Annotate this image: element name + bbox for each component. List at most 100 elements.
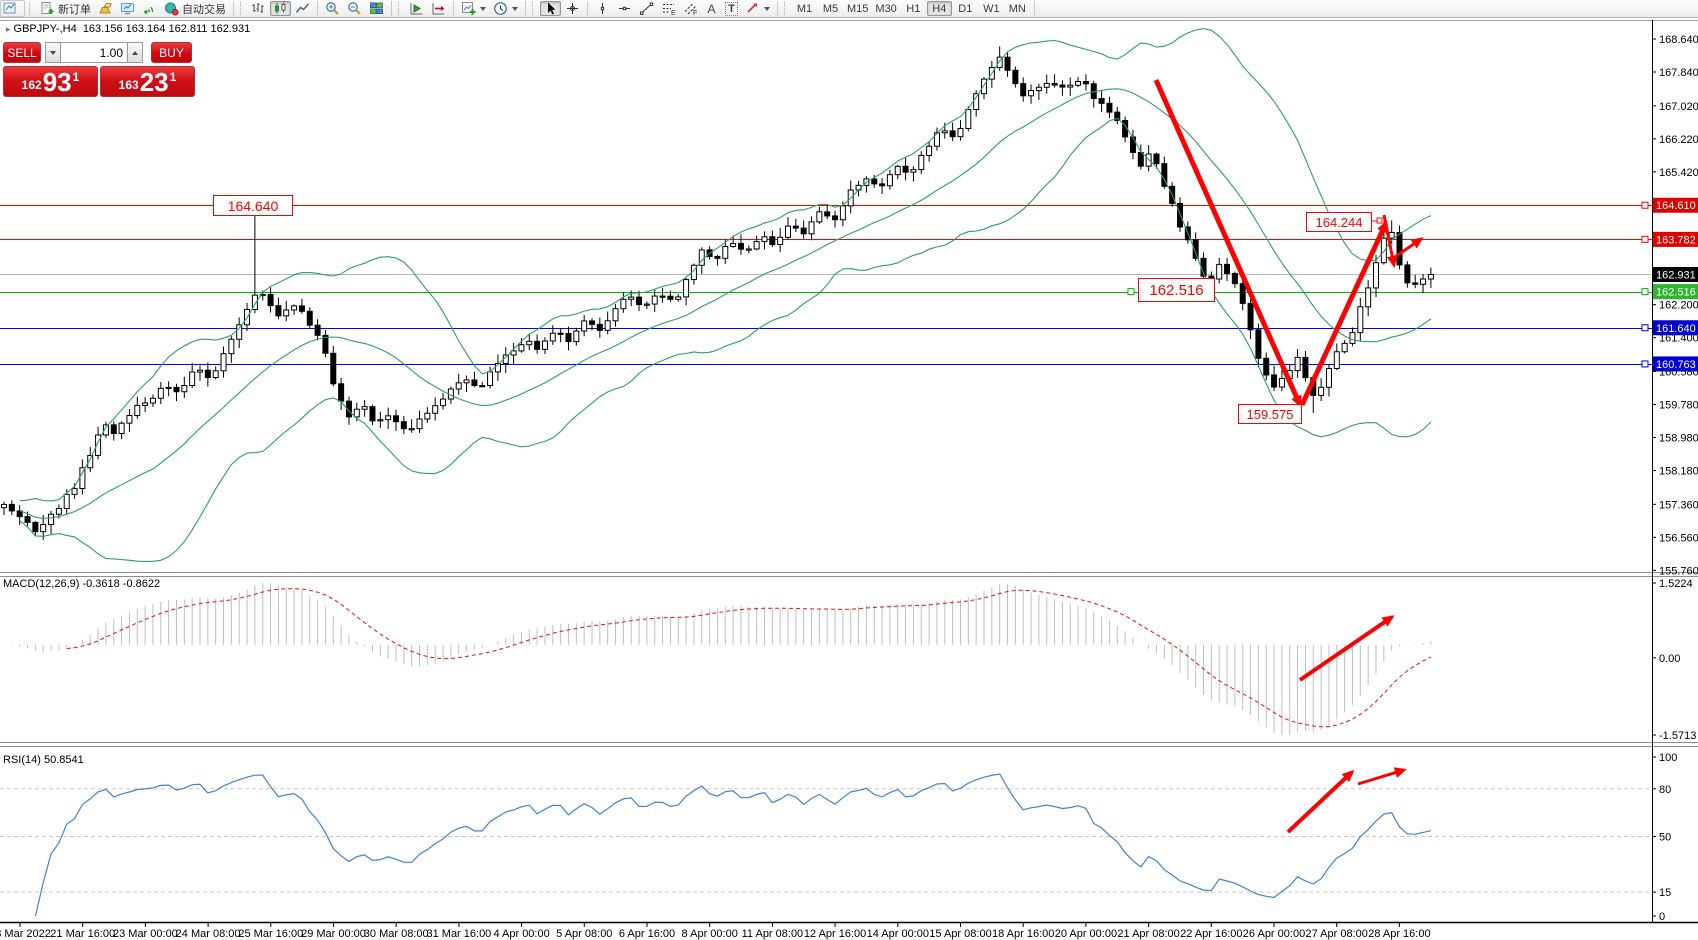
svg-text:160.763: 160.763 xyxy=(1656,359,1696,371)
price-callout-164640[interactable]: 164.640 xyxy=(213,195,293,216)
timeframe-M15[interactable]: M15 xyxy=(844,1,871,16)
trend-arrow xyxy=(1382,214,1398,268)
trendline-icon xyxy=(640,2,654,15)
period-clock-button[interactable] xyxy=(490,1,521,16)
price-callout-159575[interactable]: 159.575 xyxy=(1238,404,1302,424)
rsi-axis[interactable]: 100 80 50 15 0 xyxy=(1652,752,1677,923)
chart-shift-button[interactable] xyxy=(428,1,449,16)
macd-axis[interactable]: 1.5224 0.00 -1.5713 xyxy=(1652,578,1696,742)
zoom-out-icon xyxy=(348,2,361,15)
svg-text:23 Mar 00:00: 23 Mar 00:00 xyxy=(113,928,178,940)
dropdown-caret-icon xyxy=(764,6,770,11)
svg-text:100: 100 xyxy=(1659,752,1677,764)
zoom-in-button[interactable] xyxy=(322,1,343,16)
add-indicator-button[interactable] xyxy=(458,1,489,16)
dropdown-caret-icon xyxy=(512,6,518,11)
timeframe-MN[interactable]: MN xyxy=(1005,1,1030,16)
svg-text:31 Mar 16:00: 31 Mar 16:00 xyxy=(426,928,491,940)
signals-button[interactable] xyxy=(139,1,160,16)
zoom-out-button[interactable] xyxy=(344,1,365,16)
increase-arrow-icon xyxy=(132,50,138,55)
price-callout-162516[interactable]: 162.516 xyxy=(1138,278,1215,302)
macd-panel xyxy=(11,583,1432,735)
volume-stepper xyxy=(45,42,147,63)
svg-text:50: 50 xyxy=(1659,832,1671,844)
toolbar-separator xyxy=(233,1,234,16)
volume-input[interactable] xyxy=(61,42,127,63)
fibonacci-tool-button[interactable]: E xyxy=(658,1,679,16)
toolbar-separator xyxy=(317,1,318,16)
chart-area[interactable]: 168.640 167.840 167.020 166.220 165.420 162.2… xyxy=(0,18,1698,940)
buy-button[interactable]: BUY xyxy=(151,42,192,63)
market-watch-button[interactable] xyxy=(117,1,138,16)
svg-text:168.640: 168.640 xyxy=(1659,34,1698,46)
auto-scroll-button[interactable] xyxy=(406,1,427,16)
channel-tool-button[interactable]: F xyxy=(680,1,701,16)
text-tool-button[interactable]: A xyxy=(702,1,721,16)
gold-symbol-button[interactable] xyxy=(95,1,116,16)
timeframe-M1[interactable]: M1 xyxy=(792,1,817,16)
trend-arrows[interactable] xyxy=(1153,78,1424,834)
crosshair-tool-button[interactable] xyxy=(562,1,583,16)
chart-canvas[interactable]: 168.640 167.840 167.020 166.220 165.420 162.2… xyxy=(0,18,1698,940)
svg-text:158.180: 158.180 xyxy=(1659,465,1698,477)
candlestick-icon xyxy=(275,2,286,14)
svg-text:21 Apr 08:00: 21 Apr 08:00 xyxy=(1117,928,1179,940)
volume-increase-button[interactable] xyxy=(127,42,143,63)
sell-price-display[interactable]: 162 93 1 xyxy=(3,66,98,97)
sell-button[interactable]: SELL xyxy=(3,42,41,63)
price-axis[interactable]: 168.640 167.840 167.020 166.220 165.420 162.2… xyxy=(1127,20,1698,922)
horizontal-line-tool-button[interactable] xyxy=(614,1,635,16)
svg-text:15: 15 xyxy=(1659,887,1671,899)
autotrading-label: 自动交易 xyxy=(182,3,226,16)
trend-arrow xyxy=(1391,237,1424,261)
toolbar-grip xyxy=(240,2,245,15)
fibonacci-icon: E xyxy=(663,4,676,16)
bar-chart-mode-button[interactable] xyxy=(248,1,269,16)
toolbar-separator xyxy=(453,1,454,16)
buy-price-display[interactable]: 163 23 1 xyxy=(100,66,195,97)
horizontal-level-lines[interactable] xyxy=(0,205,1652,365)
trade-controls-row: SELL BUY xyxy=(3,42,195,63)
timeframe-M5[interactable]: M5 xyxy=(818,1,843,16)
candlestick-mode-button[interactable] xyxy=(270,1,291,16)
toolbar-separator xyxy=(777,1,778,16)
timeframe-H1[interactable]: H1 xyxy=(901,1,926,16)
autotrading-button[interactable]: 自动交易 xyxy=(161,1,229,16)
text-label-tool-button[interactable]: T xyxy=(722,1,741,16)
clock-icon xyxy=(494,2,507,15)
price-callout-164244[interactable]: 164.244 xyxy=(1306,212,1372,232)
svg-text:164.610: 164.610 xyxy=(1656,200,1696,212)
line-chart-mode-button[interactable] xyxy=(292,1,313,16)
new-order-button[interactable]: 新订单 xyxy=(37,1,94,16)
timeframe-H4[interactable]: H4 xyxy=(926,1,952,16)
timeframe-M30[interactable]: M30 xyxy=(872,1,899,16)
tile-windows-icon xyxy=(370,2,383,14)
tile-windows-button[interactable] xyxy=(366,1,387,16)
svg-text:1.5224: 1.5224 xyxy=(1659,578,1693,590)
symbol-ohlc-text: GBPJPY-,H4 163.156 163.164 162.811 162.9… xyxy=(13,23,251,35)
trendline-tool-button[interactable] xyxy=(636,1,657,16)
timeframe-W1[interactable]: W1 xyxy=(979,1,1004,16)
new-chart-icon-partial[interactable] xyxy=(0,0,25,17)
arrow-object-icon xyxy=(747,3,757,13)
svg-text:0.00: 0.00 xyxy=(1659,653,1680,665)
trend-arrow xyxy=(1299,220,1389,407)
toolbar-grip xyxy=(532,2,537,15)
market-watch-icon xyxy=(121,3,134,15)
svg-text:22 Apr 16:00: 22 Apr 16:00 xyxy=(1180,928,1242,940)
cursor-tool-button[interactable] xyxy=(540,1,561,16)
sell-price-pip: 1 xyxy=(72,70,80,84)
main-toolbar: 新订单 自动交易 E F A T M1 M5 M15 M30 H1 H4 D1 W1 MN xyxy=(0,0,1698,18)
timeframe-D1[interactable]: D1 xyxy=(953,1,978,16)
macd-signal-line xyxy=(66,588,1432,728)
vertical-line-tool-button[interactable] xyxy=(592,1,613,16)
svg-text:159.780: 159.780 xyxy=(1659,399,1698,411)
volume-decrease-button[interactable] xyxy=(45,42,61,63)
rsi-indicator-label: RSI(14) 50.8541 xyxy=(3,754,84,766)
svg-text:F: F xyxy=(693,10,697,16)
buy-price-prefix: 163 xyxy=(118,78,139,92)
cursor-arrow-icon xyxy=(548,2,556,15)
arrows-tool-button[interactable] xyxy=(742,1,773,16)
